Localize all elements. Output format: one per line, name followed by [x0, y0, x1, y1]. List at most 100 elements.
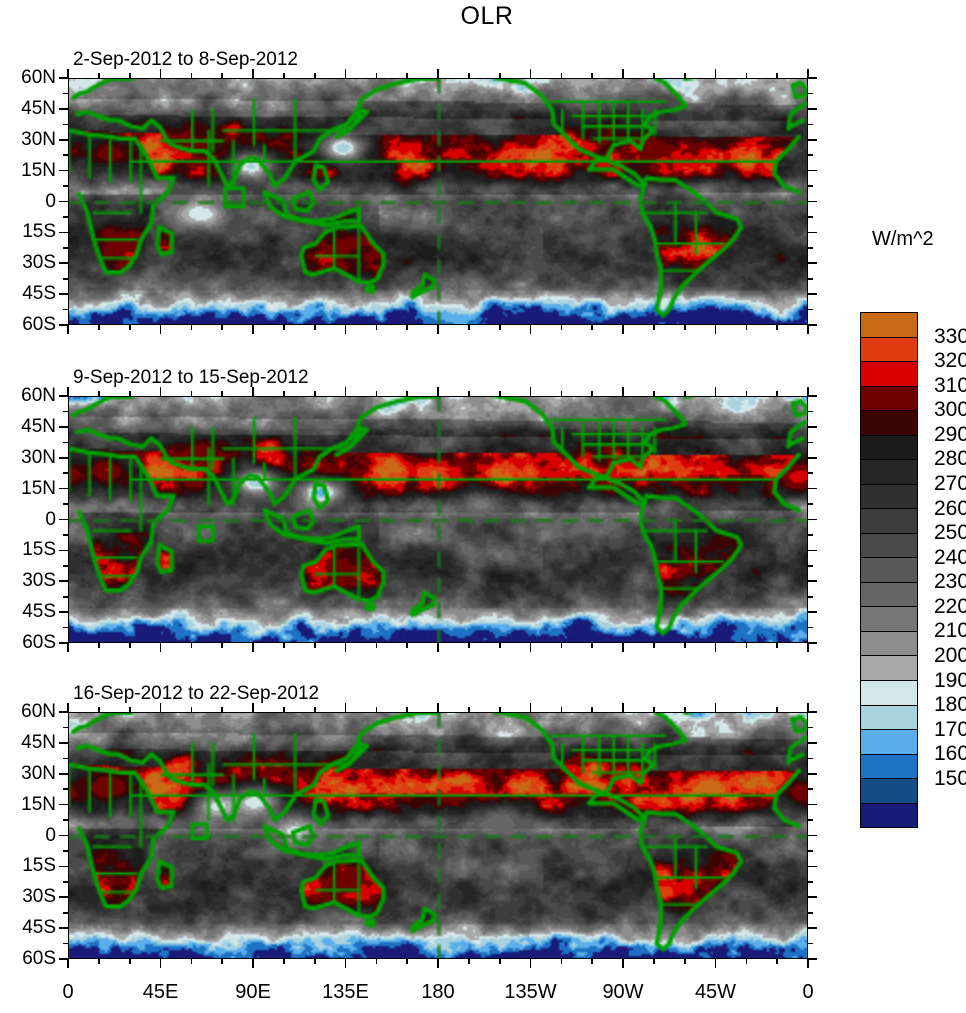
colorbar-tick-label-8: 250	[934, 521, 966, 545]
y-tick-right-3-5	[808, 865, 817, 868]
y-tick-3-7	[59, 927, 68, 929]
x-tick-1-4-1	[437, 325, 439, 334]
panel-title-3: 16-Sep-2012 to 22-Sep-2012	[73, 683, 320, 704]
y-tick-1-1	[59, 108, 68, 110]
x-minor-tick-1-15-0	[98, 73, 100, 78]
colorbar-cell-20	[861, 803, 917, 828]
x-tick-1-3-1	[344, 325, 347, 334]
y-tick-label-3-1: 45N	[21, 731, 56, 753]
x-minor-tick-3-75-1	[221, 959, 224, 964]
y-tick-label-2-0: 60N	[21, 385, 56, 406]
x-minor-tick-3-195-0	[468, 707, 470, 712]
map-plot-area-1[interactable]	[68, 78, 808, 325]
y-minor-tick-3-1	[808, 819, 813, 821]
x-tick-2-4-1	[437, 643, 439, 652]
y-tick-3-8	[59, 958, 68, 960]
y-tick-label-3-5: 15S	[22, 855, 56, 877]
x-tick-2-7-1	[714, 643, 717, 652]
x-minor-tick-1-300-1	[683, 325, 686, 330]
x-minor-tick-2-300-1	[683, 643, 686, 648]
colorbar-cell-14	[861, 656, 917, 681]
x-minor-tick-2-75-0	[221, 391, 224, 396]
y-tick-1-8	[59, 324, 68, 326]
colorbar-cell-8	[861, 509, 917, 534]
colorbar-tick-label-2: 310	[934, 373, 966, 397]
y-minor-tick-1-1	[808, 92, 813, 95]
y-minor-tick-3-1	[808, 911, 813, 914]
y-tick-right-2-8	[808, 642, 817, 644]
x-tick-1-7-1	[714, 325, 717, 334]
y-tick-label-2-6: 30S	[22, 570, 56, 592]
map-plot-area-2[interactable]	[68, 396, 808, 643]
y-tick-right-2-7	[808, 611, 817, 613]
x-minor-tick-1-75-0	[221, 73, 224, 78]
colorbar-tick-label-10: 230	[934, 570, 966, 594]
x-minor-tick-2-150-0	[375, 391, 378, 396]
x-tick-3-5-0	[529, 703, 532, 712]
y-tick-2-6	[59, 580, 68, 583]
x-minor-tick-1-30-1	[128, 325, 131, 330]
x-minor-tick-1-195-0	[468, 73, 470, 78]
x-minor-tick-2-210-0	[498, 391, 501, 396]
y-tick-label-2-3: 15N	[21, 477, 56, 499]
x-minor-tick-1-330-1	[745, 325, 748, 330]
x-tick-2-5-0	[529, 387, 532, 396]
x-minor-tick-2-105-1	[283, 643, 285, 648]
x-minor-tick-1-240-1	[560, 325, 563, 330]
y-tick-label-3-3: 15N	[21, 793, 56, 815]
colorbar-tick-label-15: 180	[934, 693, 966, 717]
y-tick-1-0	[59, 77, 68, 79]
y-tick-right-1-3	[808, 169, 817, 172]
x-minor-tick-3-60-1	[190, 959, 193, 964]
colorbar-cell-3	[861, 386, 917, 412]
x-tick-3-3-1	[344, 959, 347, 968]
y-tick-right-3-6	[808, 896, 817, 899]
x-tick-1-5-0	[529, 69, 532, 78]
x-tick-1-1-0	[159, 69, 162, 78]
colorbar-tick-label-7: 260	[934, 496, 966, 520]
y-tick-label-1-0: 60N	[21, 67, 56, 88]
colorbar-tick-label-16: 170	[934, 717, 966, 741]
y-tick-right-2-6	[808, 580, 817, 583]
y-tick-right-2-0	[808, 395, 817, 397]
y-minor-tick-3-0	[63, 911, 68, 914]
x-tick-1-6-0	[622, 69, 624, 78]
x-minor-tick-3-30-1	[128, 959, 131, 964]
x-tick-2-1-0	[159, 387, 162, 396]
y-minor-tick-1-1	[808, 308, 813, 311]
x-tick-1-0-0	[67, 69, 69, 78]
x-minor-tick-2-120-1	[313, 643, 316, 648]
x-minor-tick-1-165-0	[406, 73, 409, 78]
panel-title-1: 2-Sep-2012 to 8-Sep-2012	[73, 49, 298, 70]
x-minor-tick-1-150-1	[375, 325, 378, 330]
x-minor-tick-2-165-0	[406, 391, 409, 396]
y-tick-label-1-7: 45S	[22, 283, 56, 305]
y-minor-tick-1-1	[808, 123, 813, 126]
colorbar-cell-15	[861, 680, 917, 706]
colorbar-tick-label-17: 160	[934, 742, 966, 766]
x-minor-tick-3-30-0	[128, 707, 131, 712]
map-plot-area-3[interactable]	[68, 712, 808, 959]
colorbar-cell-18	[861, 754, 917, 780]
colorbar-tick-label-9: 240	[934, 545, 966, 569]
x-axis-label-8: 0	[802, 981, 814, 1003]
colorbar-tick-label-4: 290	[934, 422, 966, 446]
x-minor-tick-2-285-1	[653, 643, 655, 648]
colorbar-cell-7	[861, 484, 917, 510]
x-tick-2-8-1	[807, 643, 809, 652]
x-minor-tick-2-105-0	[283, 391, 285, 396]
colorbar-cell-4	[861, 411, 917, 436]
y-minor-tick-2-0	[63, 595, 68, 598]
y-tick-2-3	[59, 487, 68, 490]
x-axis-label-6: 90W	[602, 981, 644, 1003]
x-minor-tick-1-345-1	[776, 325, 779, 330]
y-tick-3-4	[59, 834, 68, 837]
x-tick-3-4-0	[437, 703, 439, 712]
x-tick-1-8-1	[807, 325, 809, 334]
y-tick-label-2-4: 0	[45, 508, 56, 530]
y-minor-tick-3-1	[808, 881, 813, 883]
y-minor-tick-2-0	[63, 503, 68, 505]
x-minor-tick-2-30-1	[128, 643, 131, 648]
